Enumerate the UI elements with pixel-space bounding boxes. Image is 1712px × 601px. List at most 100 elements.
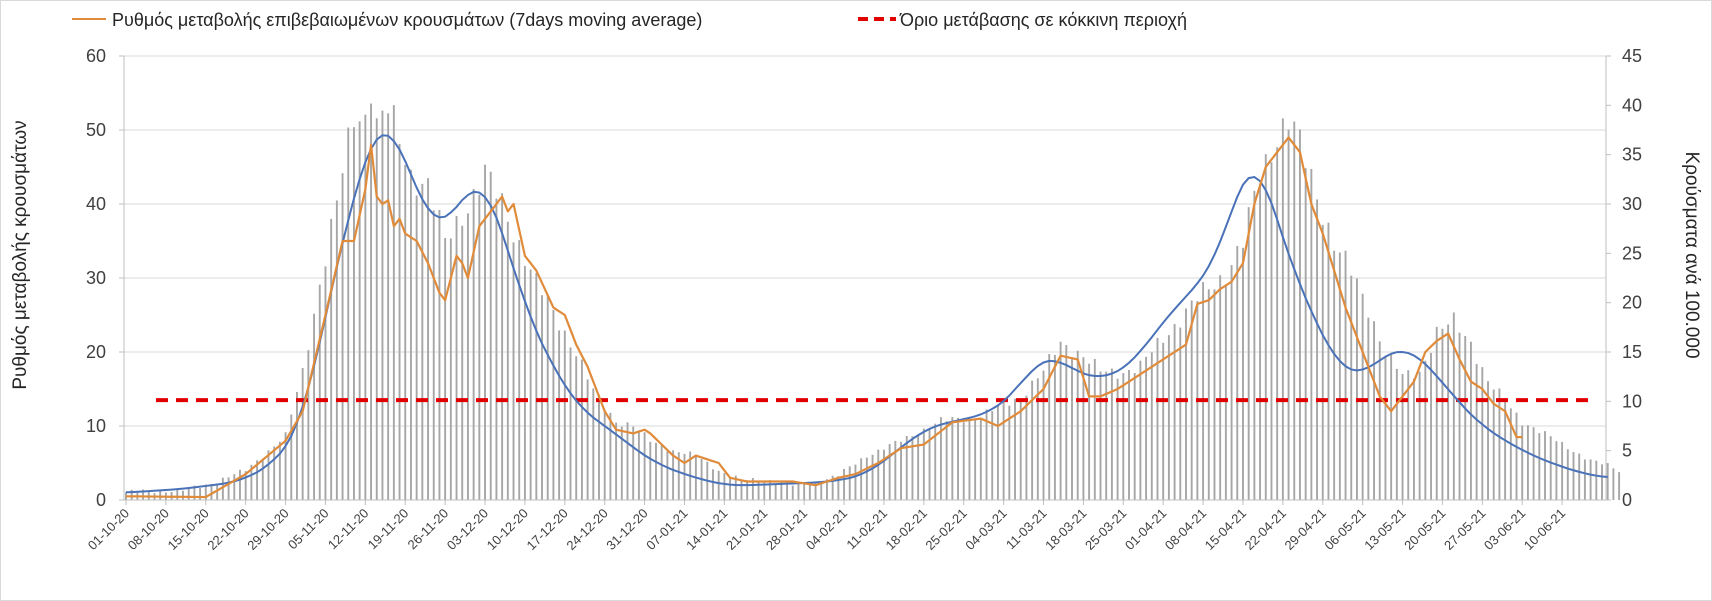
bar [763,481,766,500]
bar [1053,354,1056,500]
bar [353,127,355,500]
bar [626,422,629,500]
y-tick-label: 50 [86,120,106,140]
y-axis-title-right: Κρούσματα ανά 100.000 [1681,151,1702,358]
bar [769,480,771,500]
x-tick-label: 04-03-21 [962,506,1009,553]
bar [1128,370,1130,500]
bar [1378,341,1381,500]
trend-line [125,134,1608,494]
x-tick-label: 19-11-20 [365,506,412,553]
x-tick-label: 25-02-21 [922,506,969,553]
x-tick-label: 15-04-21 [1202,506,1249,553]
bar [1407,370,1410,500]
bar [1504,401,1507,500]
bar [392,105,395,500]
bar [1099,371,1102,500]
bar [660,445,663,500]
bar [1515,412,1518,500]
bar [1589,459,1592,500]
bar [1424,360,1427,500]
bar [1270,162,1273,500]
bar [546,295,549,500]
bar [523,265,526,500]
bar [905,436,908,500]
x-tick-label: 10-12-20 [484,506,531,553]
bar [381,110,384,500]
bar [541,295,543,500]
x-tick-label: 29-10-20 [244,506,291,553]
bar [1601,464,1603,500]
bar [860,458,863,500]
bar [1185,308,1187,500]
bar [962,422,965,500]
x-tick-label: 18-03-21 [1042,506,1089,553]
bar [387,113,390,500]
bar [968,416,971,500]
bar [780,481,783,500]
y2-tick-label: 20 [1622,293,1642,313]
legend: Ρυθμός μεταβολής επιβεβαιωμένων κρουσμάτ… [72,10,1187,30]
bar [256,460,259,500]
bar [478,194,481,500]
bar [176,488,179,500]
bar [1595,460,1598,500]
bar [1242,247,1244,500]
bar [746,480,749,500]
bar [1487,381,1489,500]
bar [649,441,652,500]
bar [1578,453,1581,500]
x-tick-label: 08-10-20 [125,506,172,553]
bar [1167,335,1170,500]
bar [1299,129,1301,500]
x-tick-label: 25-03-21 [1082,506,1129,553]
bar [375,118,378,501]
bar [751,478,754,500]
bar [843,468,845,500]
bar [1526,425,1529,500]
bar [672,450,675,500]
bar [637,430,640,500]
bar [444,237,447,501]
bar [1207,289,1210,500]
bar [911,436,914,500]
bar [934,423,937,500]
bar [125,492,127,500]
bar [922,428,925,500]
x-tick-label: 15-10-20 [164,506,211,553]
bar [598,394,600,500]
bar [398,143,401,501]
bar [643,432,646,500]
bar [318,284,321,500]
bar [1002,401,1005,500]
bar [187,487,190,500]
bar [723,473,726,500]
bar [358,121,361,500]
bar [1361,293,1364,500]
bar [1224,284,1227,500]
bar [370,103,372,500]
bar [278,441,281,500]
bar [991,411,994,500]
bar [1287,129,1290,500]
y-tick-label: 30 [86,268,106,288]
bar [1384,355,1387,500]
bar [1469,341,1472,500]
bar [1059,341,1062,500]
bar [512,242,515,500]
bar [917,435,920,500]
bar [335,200,338,500]
x-tick-label: 14-01-21 [683,506,730,553]
bar [1031,380,1034,500]
bar [586,379,589,500]
bar [1145,356,1148,500]
bar [1327,222,1330,500]
bar [227,477,230,500]
bar [717,470,720,500]
x-tick-label: 07-01-21 [643,506,690,553]
x-tick-label: 31-12-20 [603,506,650,553]
bar [1281,118,1284,500]
bar [740,479,743,500]
bar [324,266,327,500]
bar [404,165,407,500]
